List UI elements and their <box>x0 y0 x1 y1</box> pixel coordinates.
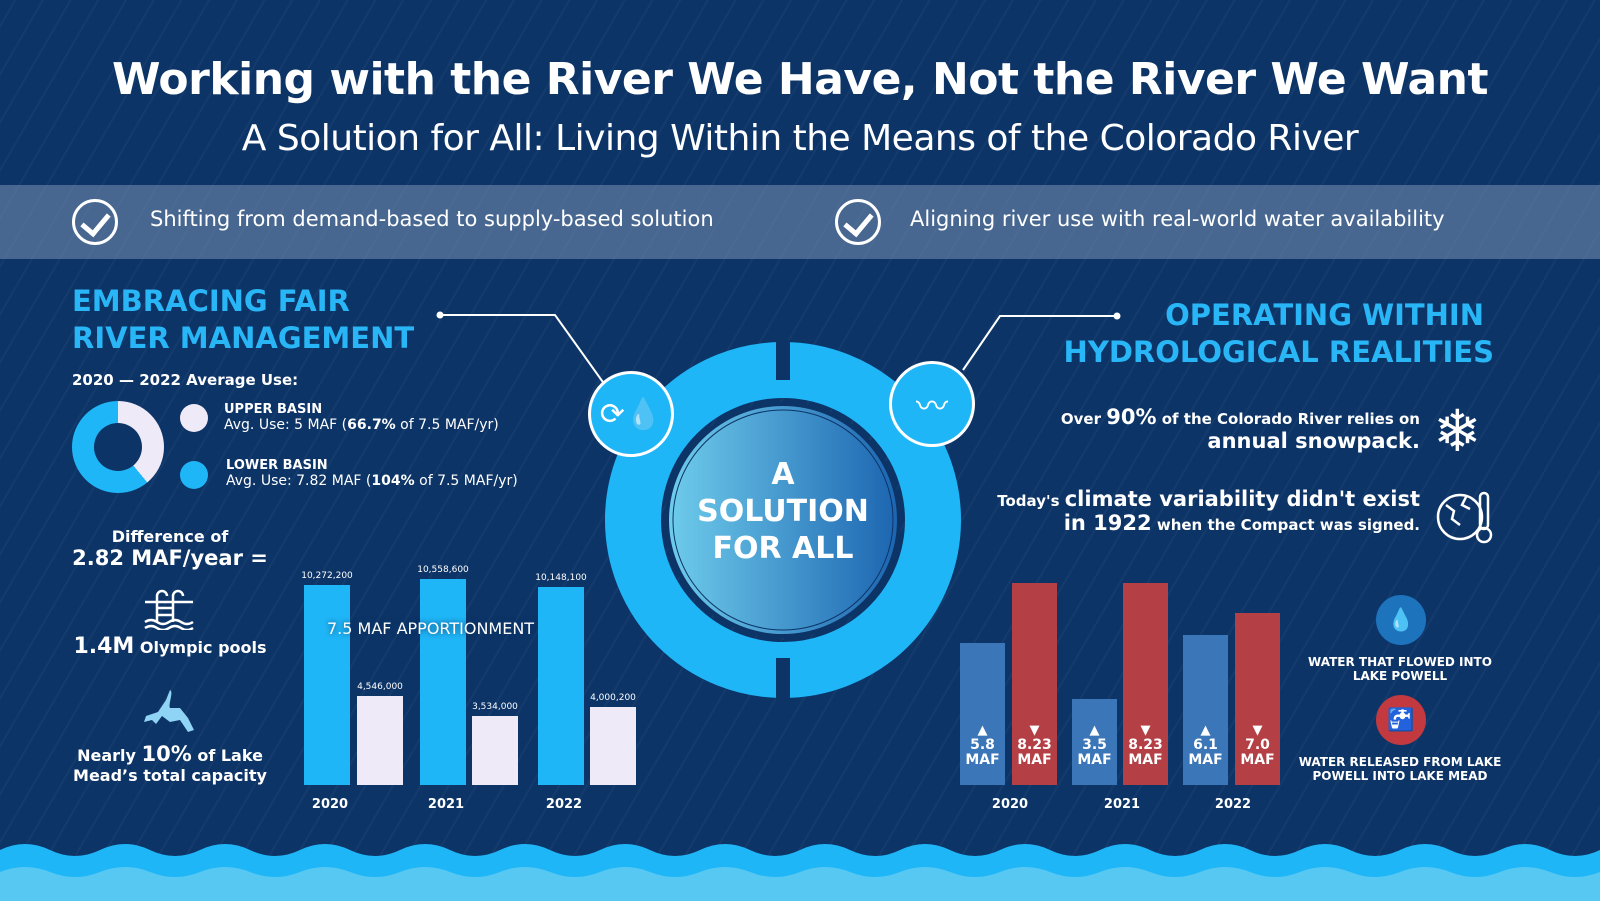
t: FOR ALL <box>712 531 854 566</box>
bar-value-label: ▲ 3.5 MAF <box>1077 723 1112 768</box>
year-label: 2020 <box>991 797 1029 812</box>
lake-mead-stat: Nearly 10% of Lake Mead’s total capacity <box>60 744 280 786</box>
heading-line: EMBRACING FAIR <box>72 284 350 318</box>
principle-1: Shifting from demand-based to supply-bas… <box>150 207 714 231</box>
bar-value-label: 4,546,000 <box>357 682 403 693</box>
bar-2022-inflow <box>1183 635 1228 785</box>
t: Avg. Use: 5 MAF ( <box>224 417 348 433</box>
pool-ladder-icon <box>144 589 194 630</box>
year-label: 2022 <box>545 797 583 812</box>
year-label: 2022 <box>1214 797 1252 812</box>
main-title: Working with the River We Have, Not the … <box>111 54 1489 105</box>
t: 90% <box>1106 405 1157 429</box>
bar-value-label: ▼ 8.23 MAF <box>1017 723 1052 768</box>
left-heading: EMBRACING FAIR RIVER MANAGEMENT <box>72 283 414 357</box>
right-heading: OPERATING WITHIN HYDROLOGICAL REALITIES <box>1000 297 1494 371</box>
t: in 1922 <box>1063 511 1152 535</box>
t: 66.7% <box>347 417 396 433</box>
apportionment-annotation: 7.5 MAF APPORTIONMENT <box>327 619 535 638</box>
water-drop-icon: 💧 <box>1376 595 1426 645</box>
bar-value-label: 4,000,200 <box>590 693 636 704</box>
bar-2021-lower <box>472 716 518 785</box>
t: climate variability didn't exist <box>1064 487 1420 511</box>
year-label: 2020 <box>311 797 349 812</box>
pools-stat: 1.4M Olympic pools <box>60 634 280 659</box>
snowflake-icon: ❄ <box>1433 397 1482 465</box>
t: Over <box>1060 410 1107 428</box>
bar-value-label: 3,534,000 <box>472 702 518 713</box>
bar-2020-inflow <box>960 642 1005 785</box>
bar-2020-lower <box>357 696 403 785</box>
bar-value-label: ▲ 5.8 MAF <box>965 723 1000 768</box>
upper-basin-legend: UPPER BASIN Avg. Use: 5 MAF (66.7% of 7.… <box>224 402 499 433</box>
t: of Lake <box>191 746 263 765</box>
upper-basin-swatch <box>180 404 208 432</box>
faucet-icon: 🚰 <box>1376 695 1426 745</box>
t: SOLUTION <box>697 494 869 529</box>
t: Nearly <box>77 746 142 765</box>
t: Today's <box>997 492 1065 510</box>
principles-band: Shifting from demand-based to supply-bas… <box>0 185 1600 259</box>
t: Difference of <box>111 527 229 546</box>
check-circle-icon <box>835 199 881 245</box>
bar-value-label: ▼ 7.0 MAF <box>1240 723 1275 768</box>
lower-basin-swatch <box>180 461 208 489</box>
water-waves <box>0 844 1600 901</box>
heading-line: HYDROLOGICAL REALITIES <box>1063 335 1494 369</box>
t: of 7.5 MAF/yr) <box>395 417 499 433</box>
bar-2021-upper <box>420 579 466 785</box>
t: when the Compact was signed. <box>1151 516 1420 534</box>
climate-stat: Today's climate variability didn't exist… <box>900 487 1420 535</box>
bar-2021-release <box>1123 583 1168 785</box>
avg-use-label: 2020 — 2022 Average Use: <box>72 371 299 389</box>
difference-stat: Difference of 2.82 MAF/year = <box>60 527 280 570</box>
year-label: 2021 <box>427 797 465 812</box>
bar-2022-lower <box>590 707 636 785</box>
legend-release: WATER RELEASED FROM LAKE POWELL INTO LAK… <box>1298 755 1502 783</box>
principle-2: Aligning river use with real-world water… <box>910 207 1445 231</box>
bar-2021-inflow <box>1072 699 1117 785</box>
legend-name: UPPER BASIN <box>224 402 323 417</box>
legend-inflow: WATER THAT FLOWED INTO LAKE POWELL <box>1308 655 1492 683</box>
solution-ring <box>605 340 961 700</box>
bar-2022-release <box>1235 613 1280 785</box>
globe-thermometer-icon <box>1436 491 1493 544</box>
t: of 7.5 MAF/yr) <box>414 473 518 489</box>
year-label: 2021 <box>1103 797 1141 812</box>
t: 2.82 MAF/year = <box>72 546 268 570</box>
t: 10% <box>141 742 192 766</box>
t: Olympic pools <box>134 638 267 657</box>
t: A <box>771 457 795 492</box>
heading-line: RIVER MANAGEMENT <box>72 321 415 355</box>
t: annual snowpack. <box>1207 429 1420 453</box>
river-trees-icon: 〰 <box>889 361 975 447</box>
water-cycle-icon: ⟳💧 <box>588 371 674 457</box>
bar-value-label: 10,558,600 <box>417 565 469 576</box>
bar-value-label: 10,272,200 <box>301 571 353 581</box>
t: Avg. Use: 7.82 MAF ( <box>226 473 372 489</box>
bar-2020-upper <box>304 585 350 785</box>
bar-value-label: ▲ 6.1 MAF <box>1188 723 1223 768</box>
subtitle: A Solution for All: Living Within the Me… <box>241 118 1359 159</box>
bar-value-label: 10,148,100 <box>535 573 587 584</box>
bar-2020-release <box>1012 583 1057 785</box>
t: of the Colorado River relies on <box>1156 410 1420 428</box>
t: 1.4M <box>73 634 135 659</box>
t: 104% <box>371 473 415 489</box>
lower-basin-legend: LOWER BASIN Avg. Use: 7.82 MAF (104% of … <box>226 458 518 489</box>
heading-line: OPERATING WITHIN <box>1165 298 1484 332</box>
bar-2022-upper <box>538 587 584 785</box>
check-circle-icon <box>72 199 118 245</box>
bar-value-label: ▼ 8.23 MAF <box>1128 723 1163 768</box>
t: Mead’s total capacity <box>73 766 267 785</box>
basin-donut <box>72 401 164 493</box>
snowpack-stat: Over 90% of the Colorado River relies on… <box>940 405 1420 453</box>
lake-mead-icon <box>144 690 194 732</box>
legend-name: LOWER BASIN <box>226 458 328 473</box>
center-label: A SOLUTION FOR ALL <box>683 456 883 567</box>
